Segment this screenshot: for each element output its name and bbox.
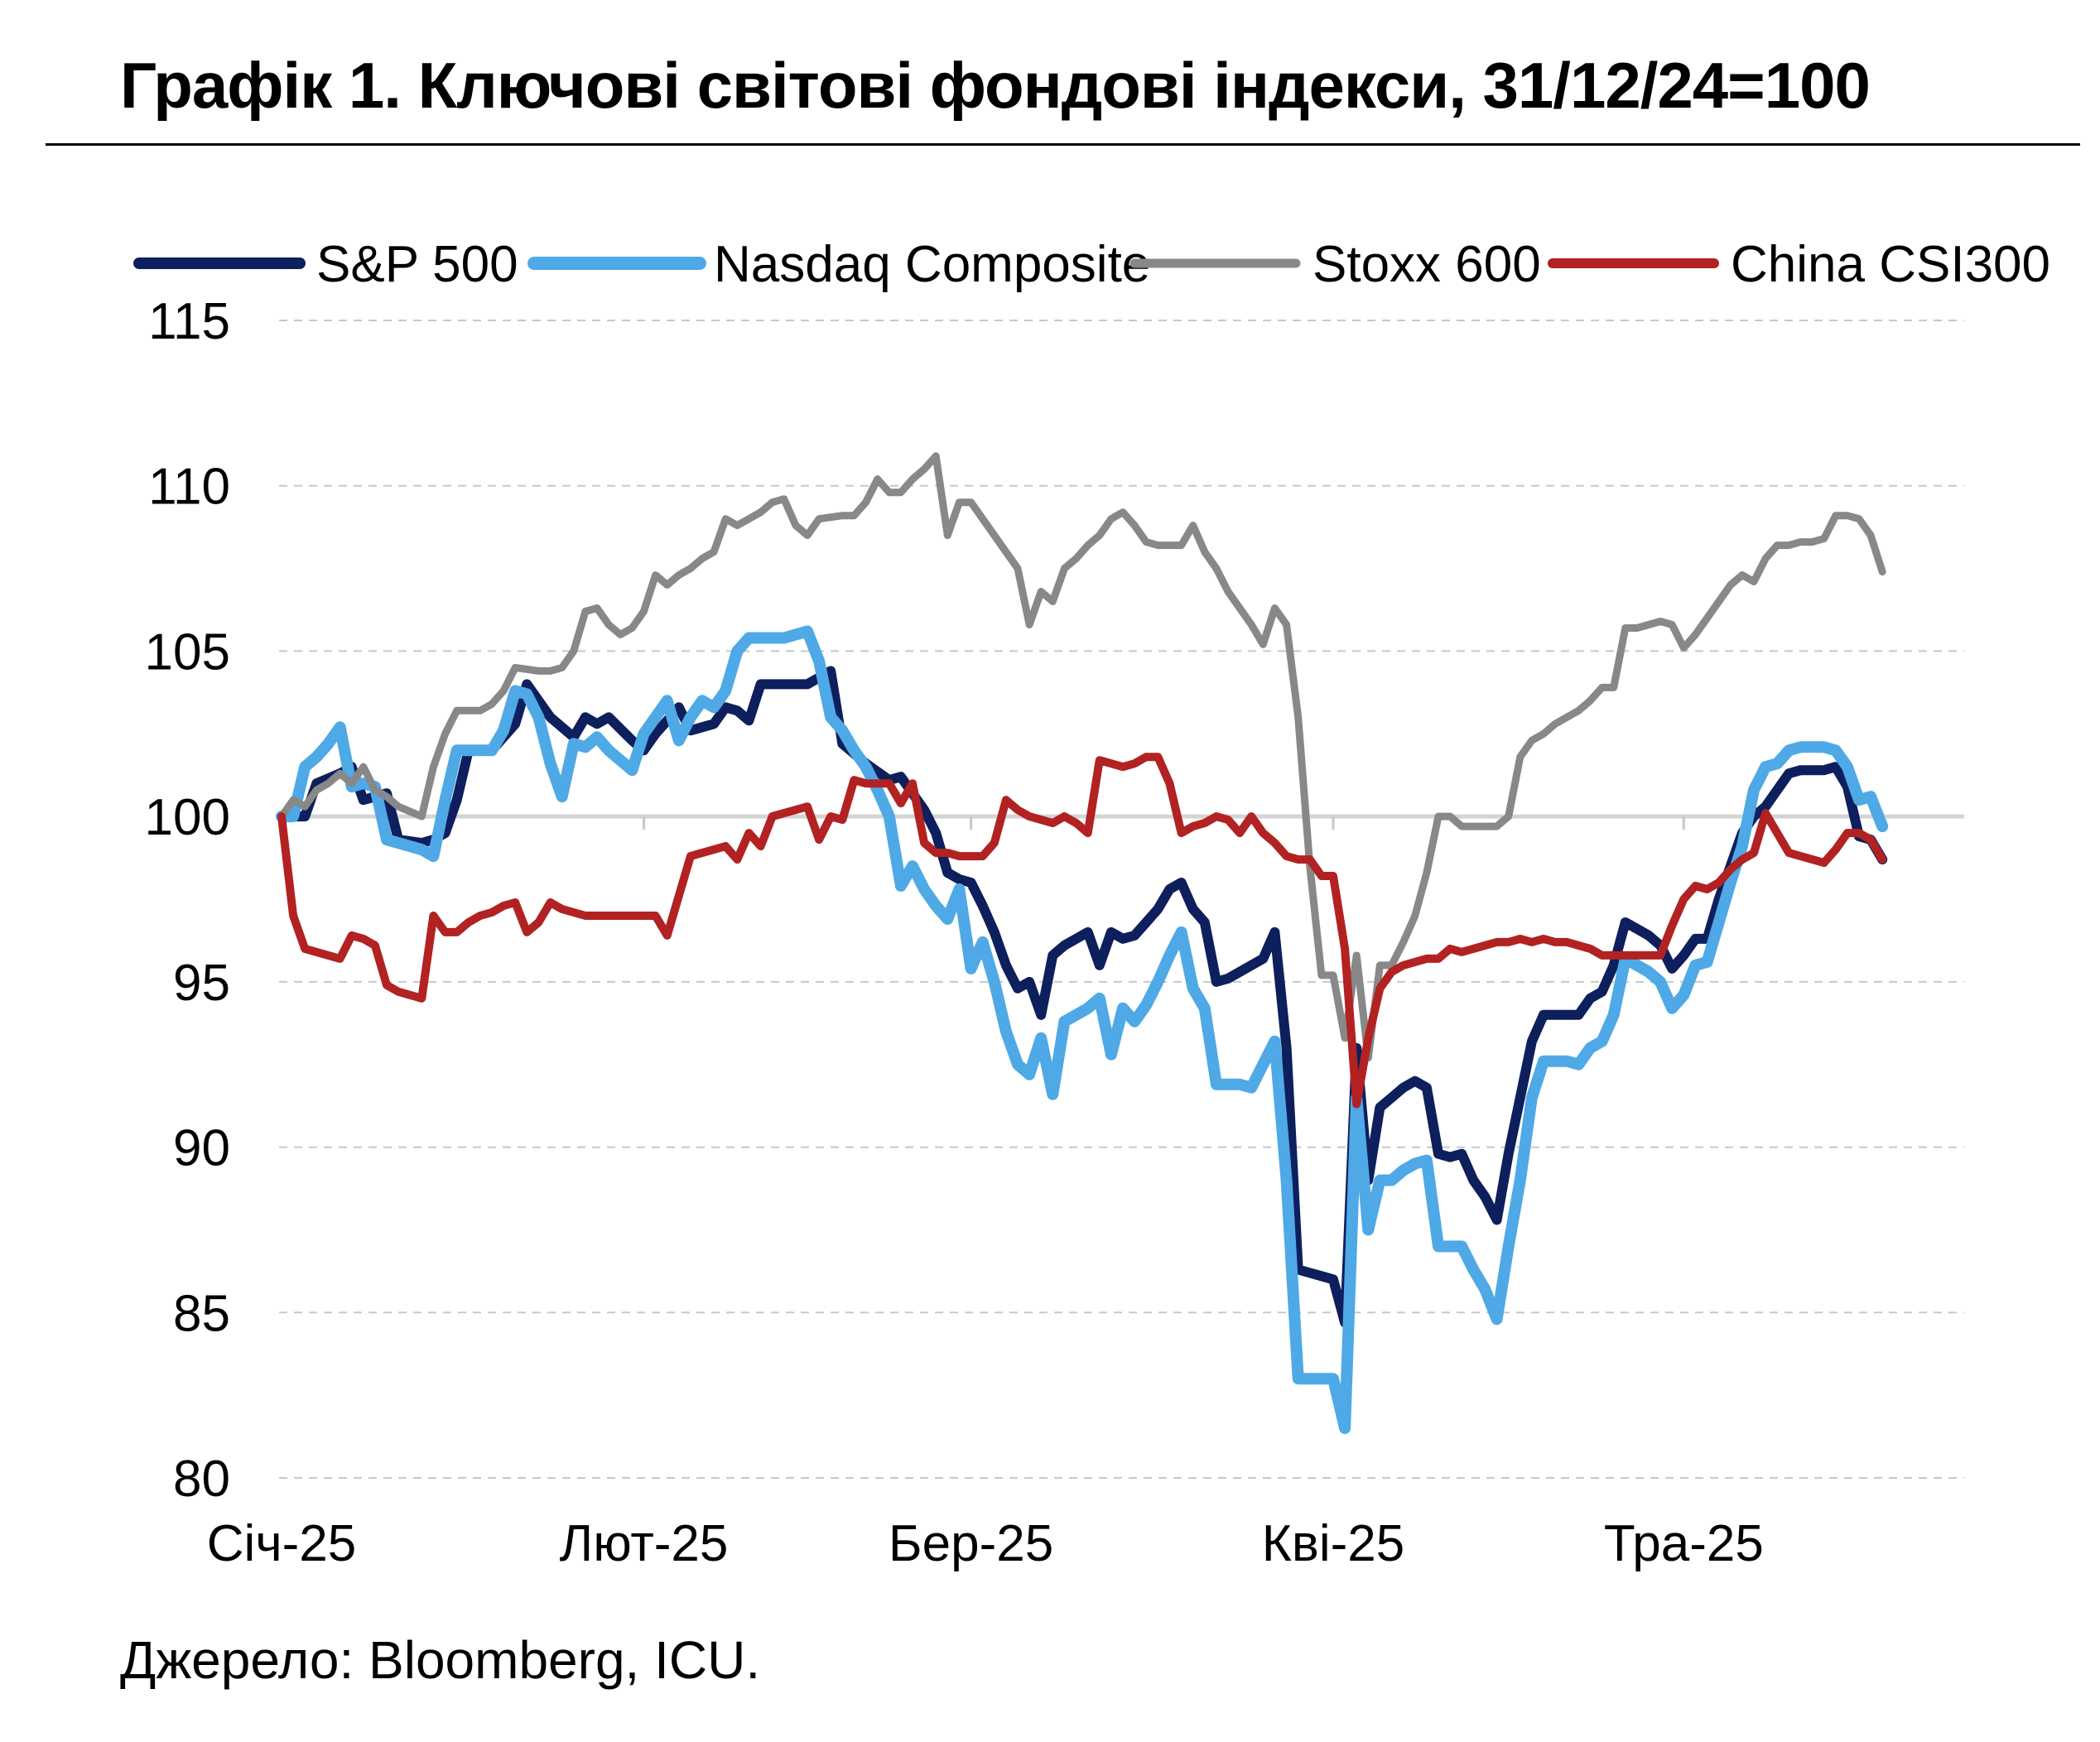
x-tick-label: Кві-25 [1262,1515,1404,1572]
legend-label: Nasdaq Composite [714,236,1150,293]
axes: 80 85 90 95 100 105 110 115 Січ-25 Лют-25 Бер-25 Кв… [145,293,1964,1572]
y-tick-label: 110 [148,459,230,516]
y-tick-label: 105 [145,623,230,681]
series-line-s-p-500 [277,666,1888,1328]
y-tick-label: 100 [145,789,230,846]
legend: S&P 500 Nasdaq Composite Stoxx 600 China CS… [133,236,2050,293]
series-line-nasdaq-composite [276,625,1889,1435]
legend-label: S&P 500 [316,236,518,293]
series-line-stoxx-600 [277,452,1886,1062]
line-chart: 80 85 90 95 100 105 110 115 Січ-25 Лют-25 Бер-25 Кв… [133,236,2050,1572]
y-tick-label: 85 [173,1285,230,1342]
legend-label: Stoxx 600 [1312,236,1541,293]
x-tick-label: Лют-25 [560,1515,729,1572]
series-line-china-csi300 [277,753,1887,1109]
page-title: Графік 1. Ключові світові фондові індекс… [120,49,1871,122]
y-tick-label: 80 [173,1451,230,1508]
x-tick-label: Бер-25 [889,1515,1053,1572]
x-tick-label: Січ-25 [207,1515,356,1572]
gridlines [279,320,1964,1479]
y-tick-label: 90 [173,1120,230,1177]
source-note: Джерело: Bloomberg, ICU. [120,1630,761,1690]
y-tick-label: 115 [148,293,230,350]
x-tick-label: Тра-25 [1604,1515,1764,1572]
y-tick-label: 95 [173,955,230,1012]
legend-label: China CSI300 [1731,236,2050,293]
title-divider [46,143,2080,146]
series-lines [276,452,1889,1435]
